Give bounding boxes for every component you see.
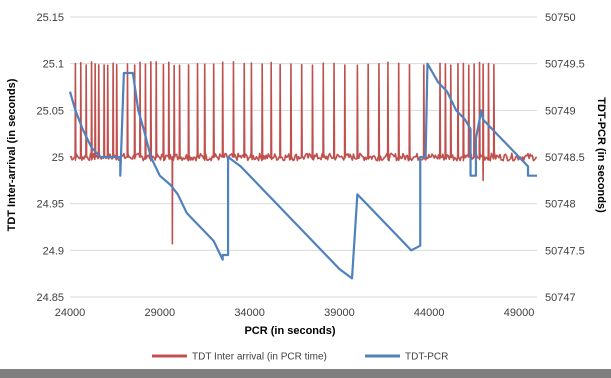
x-tick-label: 49000 <box>504 307 535 319</box>
x-tick-label: 29000 <box>145 307 176 319</box>
y-left-tick-label: 25.1 <box>43 59 64 71</box>
line-tdt-pcr <box>68 62 537 280</box>
y-right-tick-label: 50750 <box>545 12 576 24</box>
legend-label-tdt-pcr: TDT-PCR <box>405 352 448 363</box>
x-tick-label: 24000 <box>55 307 86 319</box>
line-inter-arrival <box>69 61 538 245</box>
grid <box>70 16 537 298</box>
legend-label-inter-arrival: TDT Inter arrival (in PCR time) <box>192 352 327 363</box>
x-tick-label: 44000 <box>414 307 445 319</box>
y-right-tick-label: 50749 <box>545 105 576 117</box>
y-right-tick-label: 50748 <box>545 199 576 211</box>
y-right-tick-labels: 50747 50747.5 50748 50748.5 50749 50749.5 5075… <box>545 12 585 304</box>
y-left-tick-label: 24.85 <box>36 292 64 304</box>
bottom-bar <box>0 369 611 378</box>
legend: TDT Inter arrival (in PCR time) TDT-PCR <box>152 352 448 363</box>
y-right-tick-label: 50747.5 <box>545 245 585 257</box>
y-left-tick-label: 25.05 <box>36 105 64 117</box>
x-tick-label: 34000 <box>234 307 265 319</box>
y-left-tick-label: 24.9 <box>43 245 64 257</box>
y-left-tick-label: 25 <box>52 152 64 164</box>
y-right-tick-label: 50747 <box>545 292 576 304</box>
y-left-tick-labels: 24.85 24.9 24.95 25 25.05 25.1 25.15 <box>36 12 64 304</box>
x-axis-title: PCR (in seconds) <box>244 325 335 337</box>
series-inter-arrival <box>69 61 538 245</box>
y-left-tick-label: 25.15 <box>36 12 64 24</box>
y-right-tick-label: 50748.5 <box>545 152 585 164</box>
x-tick-labels: 24000 29000 34000 39000 44000 49000 <box>55 307 535 319</box>
y-right-tick-label: 50749.5 <box>545 59 585 71</box>
y-left-axis-title: TDT Inter-arrival (in seconds) <box>6 78 18 231</box>
y-right-axis-title: TDT-PCR (in seconds) <box>595 97 607 213</box>
x-tick-label: 39000 <box>324 307 355 319</box>
y-left-tick-label: 24.95 <box>36 199 64 211</box>
series-tdt-pcr <box>68 62 537 280</box>
